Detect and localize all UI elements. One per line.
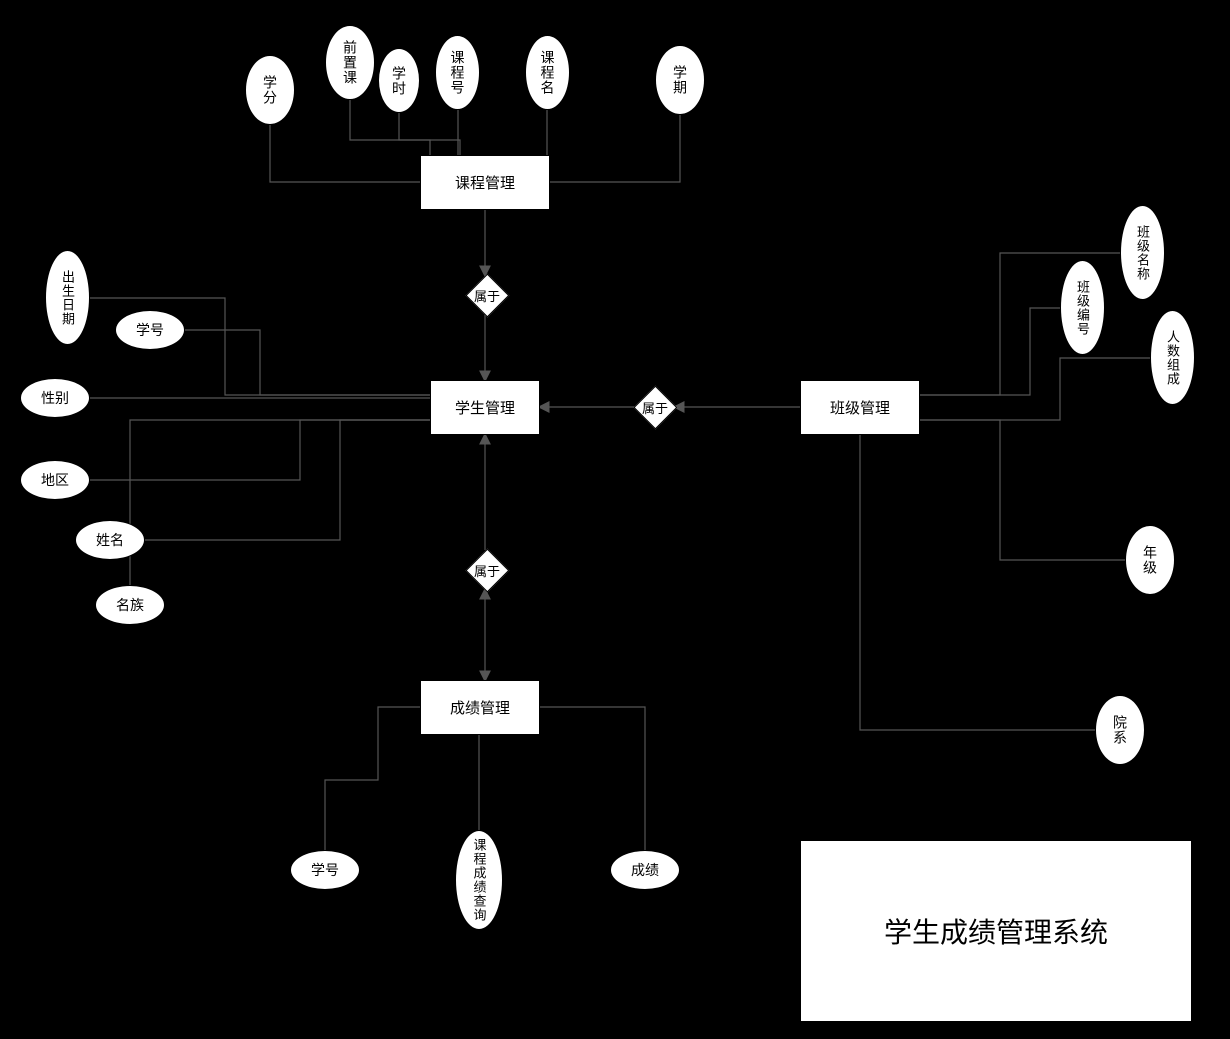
relation-r3: 属于 [467, 550, 507, 590]
attribute-gscore: 成绩 [610, 850, 680, 890]
attribute-nation: 名族 [95, 585, 165, 625]
diagram-title-box: 学生成绩管理系统 [800, 840, 1192, 1022]
attribute-cno: 课程号 [435, 35, 480, 110]
attribute-dept: 院系 [1095, 695, 1145, 765]
diagram-title: 学生成绩管理系统 [884, 911, 1108, 951]
edge-credit-course [270, 125, 420, 182]
attribute-term: 学期 [655, 45, 705, 115]
relation-r1: 属于 [467, 275, 507, 315]
edge-region-student [90, 420, 430, 480]
entity-student: 学生管理 [430, 380, 540, 435]
attribute-clname: 班级名称 [1120, 205, 1165, 300]
attribute-sno: 学号 [115, 310, 185, 350]
attribute-clno: 班级编号 [1060, 260, 1105, 355]
edge-nation-student [130, 420, 430, 585]
edge-dept-class [860, 435, 1095, 730]
entity-score: 成绩管理 [420, 680, 540, 735]
attribute-members: 人数组成 [1150, 310, 1195, 405]
entity-class: 班级管理 [800, 380, 920, 435]
edge-clno-class [920, 308, 1060, 395]
attribute-hours: 学时 [378, 48, 420, 113]
attribute-region: 地区 [20, 460, 90, 500]
relation-r2: 属于 [635, 387, 675, 427]
attribute-sno2: 学号 [290, 850, 360, 890]
er-diagram-canvas: 课程管理学生管理班级管理成绩管理属于属于属于学分前置课学时课程号课程名学期出生日… [0, 0, 1230, 1039]
attribute-gender: 性别 [20, 378, 90, 418]
edge-hours-course [399, 113, 460, 155]
edge-sname-student [145, 420, 430, 540]
edge-sno2-score [325, 707, 420, 850]
attribute-prereq: 前置课 [325, 25, 375, 100]
edge-sno-student [185, 330, 430, 395]
attribute-grade: 年级 [1125, 525, 1175, 595]
edge-members-class [920, 358, 1150, 420]
edge-gscore-score [540, 707, 645, 850]
attribute-cname: 课程名 [525, 35, 570, 110]
attribute-birth: 出生日期 [45, 250, 90, 345]
edge-term-course [550, 115, 680, 182]
attribute-cquery: 课程成绩查询 [455, 830, 503, 930]
entity-course: 课程管理 [420, 155, 550, 210]
edge-grade-class [920, 420, 1125, 560]
attribute-sname: 姓名 [75, 520, 145, 560]
attribute-credit: 学分 [245, 55, 295, 125]
